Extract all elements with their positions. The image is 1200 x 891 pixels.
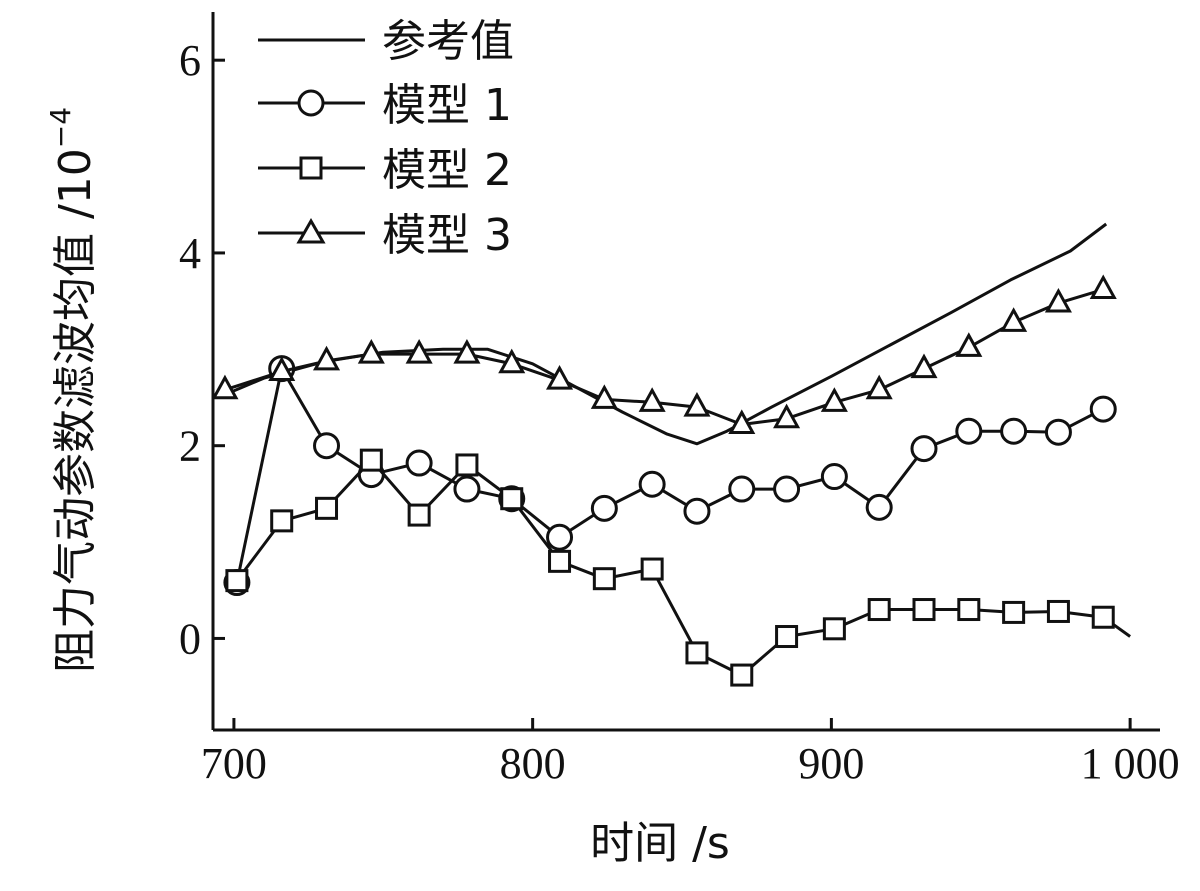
axis-ticks [213,58,1132,730]
legend-entry-model-3: 模型 3 [258,210,512,261]
x-tick-label-700: 700 [201,739,267,788]
series-3-point-7 [545,365,574,390]
series-3-point-0 [211,374,239,400]
series-3-point-10 [683,392,711,417]
series-3-point-15 [910,353,938,379]
series-2-point-9 [640,557,664,581]
series-3-point-11 [728,409,756,434]
x-tick-label-1000: 1 000 [1081,739,1180,788]
series-1-point-18 [1044,418,1072,446]
legend-label-model-3: 模型 3 [382,210,512,261]
series-3 [211,274,1117,434]
y-axis-title-main: 阻力气动参数滤波均值 /10 [50,148,101,673]
series-2-point-17 [1002,600,1026,624]
legend: 参考值 模型 1 模型 2 模型 3 [258,16,514,261]
legend-marker-model-3 [296,217,326,244]
series-1-point-14 [865,493,893,521]
x-tick-label-800: 800 [500,739,566,788]
series-3-point-14 [865,374,893,400]
series-1-point-13 [820,463,848,491]
series-3-point-1 [268,356,296,381]
series-3-point-19 [1089,274,1117,300]
series-1-point-4 [405,449,433,477]
series-2-point-16 [957,598,981,622]
series-2-point-12 [775,625,799,649]
series-1-point-10 [683,497,711,525]
series-2-point-2 [315,496,339,520]
series-2-point-6 [500,487,524,511]
series-2-point-13 [822,617,846,641]
series-3-point-12 [773,403,801,429]
series-3-point-18 [1044,287,1072,313]
series-2-point-18 [1046,599,1070,623]
series-3-point-9 [638,387,666,412]
series-2-point-5 [455,453,479,477]
series-1-point-5 [453,475,481,503]
series-2-point-10 [685,641,709,665]
series-1-point-7 [546,523,574,551]
series-3-point-5 [453,339,481,364]
series-2-point-0 [225,569,249,593]
legend-entry-model-1: 模型 1 [258,80,512,131]
y-tick-label-4: 4 [179,229,201,278]
series-3-point-2 [312,345,341,371]
series-2-point-4 [407,503,431,527]
series-1-point-12 [773,475,801,503]
series-1-point-8 [590,494,618,522]
y-tick-label-2: 2 [179,422,201,471]
legend-marker-model-1 [297,89,325,117]
series-line-3 [224,288,1104,426]
series-1-point-16 [955,417,983,445]
series-2-point-3 [359,448,383,472]
y-axis-title-group: 阻力气动参数滤波均值 /10−4 [44,107,101,673]
series-1-point-11 [728,475,756,503]
legend-label-model-1: 模型 1 [382,80,512,131]
series-0 [224,222,1108,446]
series-1-point-2 [313,432,341,460]
series-2-point-15 [912,598,936,622]
y-axis-title: 阻力气动参数滤波均值 /10−4 [44,107,101,673]
y-tick-label-0: 0 [179,614,201,663]
series-3-point-17 [1000,307,1028,332]
x-axis-title: 时间 /s [590,818,730,869]
legend-marker-model-2 [299,156,323,180]
series-2-point-7 [548,549,572,573]
legend-label-model-2: 模型 2 [382,145,512,196]
series-2-point-19 [1091,605,1115,629]
axis-tick-labels: 700 800 900 1 000 0 2 4 6 [179,36,1180,788]
series-line-2 [235,458,1131,677]
series-1-point-19 [1089,395,1117,423]
series-1-point-17 [1000,417,1028,445]
legend-entry-model-2: 模型 2 [258,145,512,196]
series-1-point-15 [910,435,938,463]
series-line-0 [224,222,1108,446]
series-3-point-4 [405,339,433,364]
series-2-point-8 [592,567,616,591]
series-3-point-16 [955,332,983,357]
y-tick-label-6: 6 [179,36,201,85]
series-3-point-3 [357,339,385,364]
series-3-point-6 [498,348,526,374]
series-3-point-8 [590,384,618,409]
series-layer [211,222,1131,687]
series-2 [225,448,1131,687]
series-2-point-1 [270,509,294,533]
series-2-point-11 [730,663,754,687]
series-2-point-14 [867,598,891,622]
legend-label-reference: 参考值 [382,16,514,67]
series-1-point-9 [638,470,666,498]
series-3-point-13 [820,387,848,412]
x-tick-label-900: 900 [798,739,864,788]
y-axis-title-exponent: −4 [44,107,77,148]
legend-entry-reference: 参考值 [258,16,514,67]
